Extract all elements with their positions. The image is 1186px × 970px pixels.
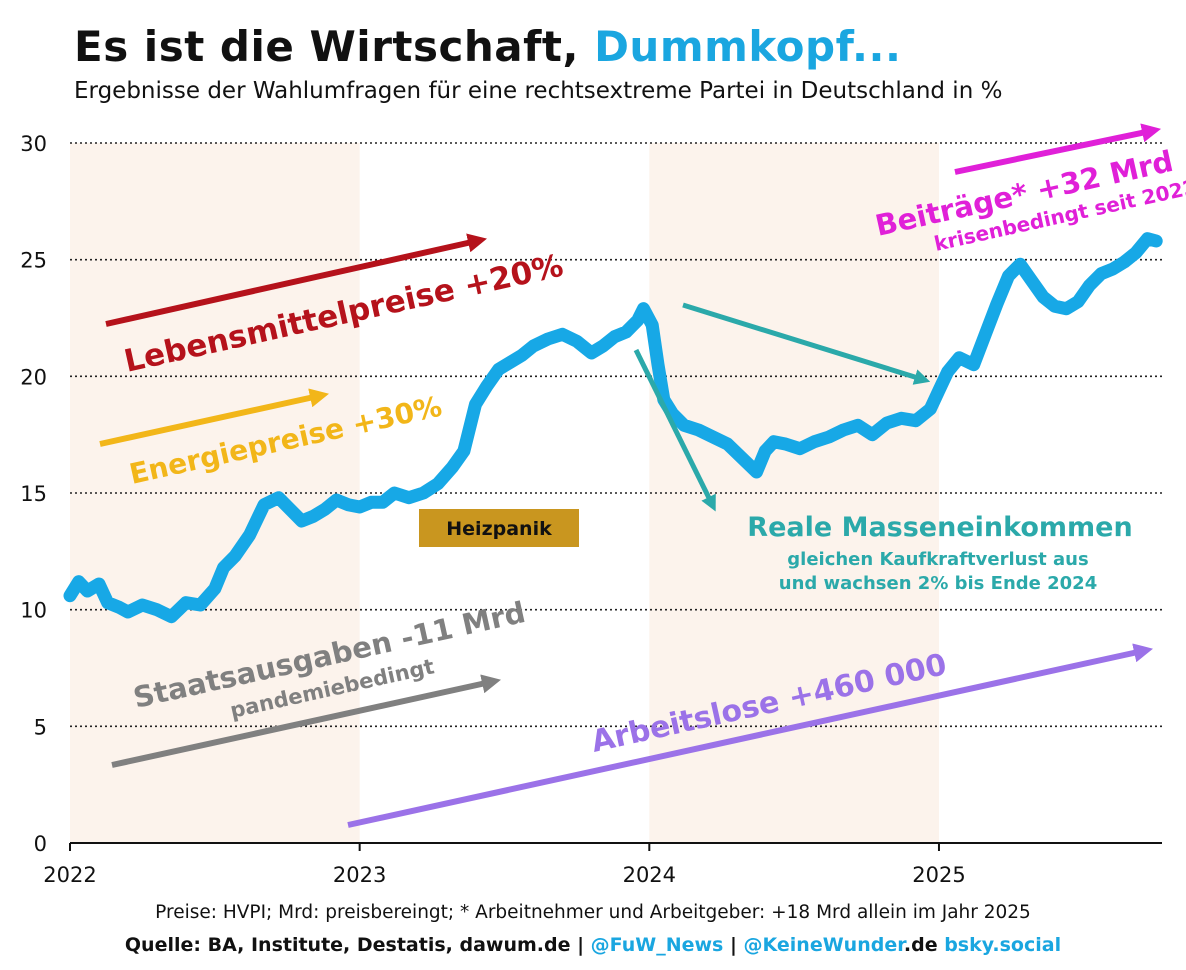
footnote: Preise: HVPI; Mrd: preisbereingt; * Arbe… [155,902,1031,923]
y-tick-label: 0 [34,832,47,856]
handle-keinewunder[interactable]: @KeineWunder [743,934,904,956]
income-label: Reale Masseneinkommen [747,512,1132,543]
chart-title: Es ist die Wirtschaft, Dummkopf... [74,22,901,71]
y-axis-ticks: 0 5 10 15 20 25 30 [20,132,47,856]
title-accent: Dummkopf... [594,22,902,71]
title-main: Es ist die Wirtschaft, [74,22,595,71]
x-tick-label: 2024 [623,863,676,887]
source-line: Quelle: BA, Institute, Destatis, dawum.d… [0,934,1186,956]
income-sublabel-1: gleichen Kaufkraftverlust aus [787,549,1088,570]
x-tick-label: 2025 [912,863,965,887]
x-tick-label: 2022 [43,863,96,887]
income-sublabel-2: und wachsen 2% bis Ende 2024 [779,573,1097,594]
y-tick-label: 25 [20,249,47,273]
heizpanik-label: Heizpanik [446,518,552,540]
poll-series-line [63,232,1163,624]
food-price-arrow [105,233,487,327]
heizpanik-box [419,509,579,547]
handle-fuw-news[interactable]: @FuW_News [590,934,724,956]
y-tick-label: 5 [34,715,47,739]
income-arrow-down [633,348,716,512]
source-separator: | [723,934,744,956]
energy-price-arrow [99,388,330,447]
y-tick-label: 30 [20,132,47,156]
domain-de: .de [903,934,945,956]
income-arrow-right [682,302,931,385]
gridlines [70,142,1162,728]
source-prefix: Quelle: BA, Institute, Destatis, dawum.d… [124,934,591,956]
x-tick-label: 2023 [333,863,386,887]
unemployment-arrow [347,643,1154,828]
y-tick-label: 10 [20,599,47,623]
contributions-arrow [954,123,1162,175]
y-tick-label: 15 [20,482,47,506]
domain-bsky[interactable]: bsky.social [944,934,1062,956]
y-tick-label: 20 [20,365,47,389]
chart-subtitle: Ergebnisse der Wahlumfragen für eine rec… [74,78,1003,104]
state-spending-arrow [111,674,502,768]
x-axis-ticks: 2022 2023 2024 2025 [43,843,966,887]
